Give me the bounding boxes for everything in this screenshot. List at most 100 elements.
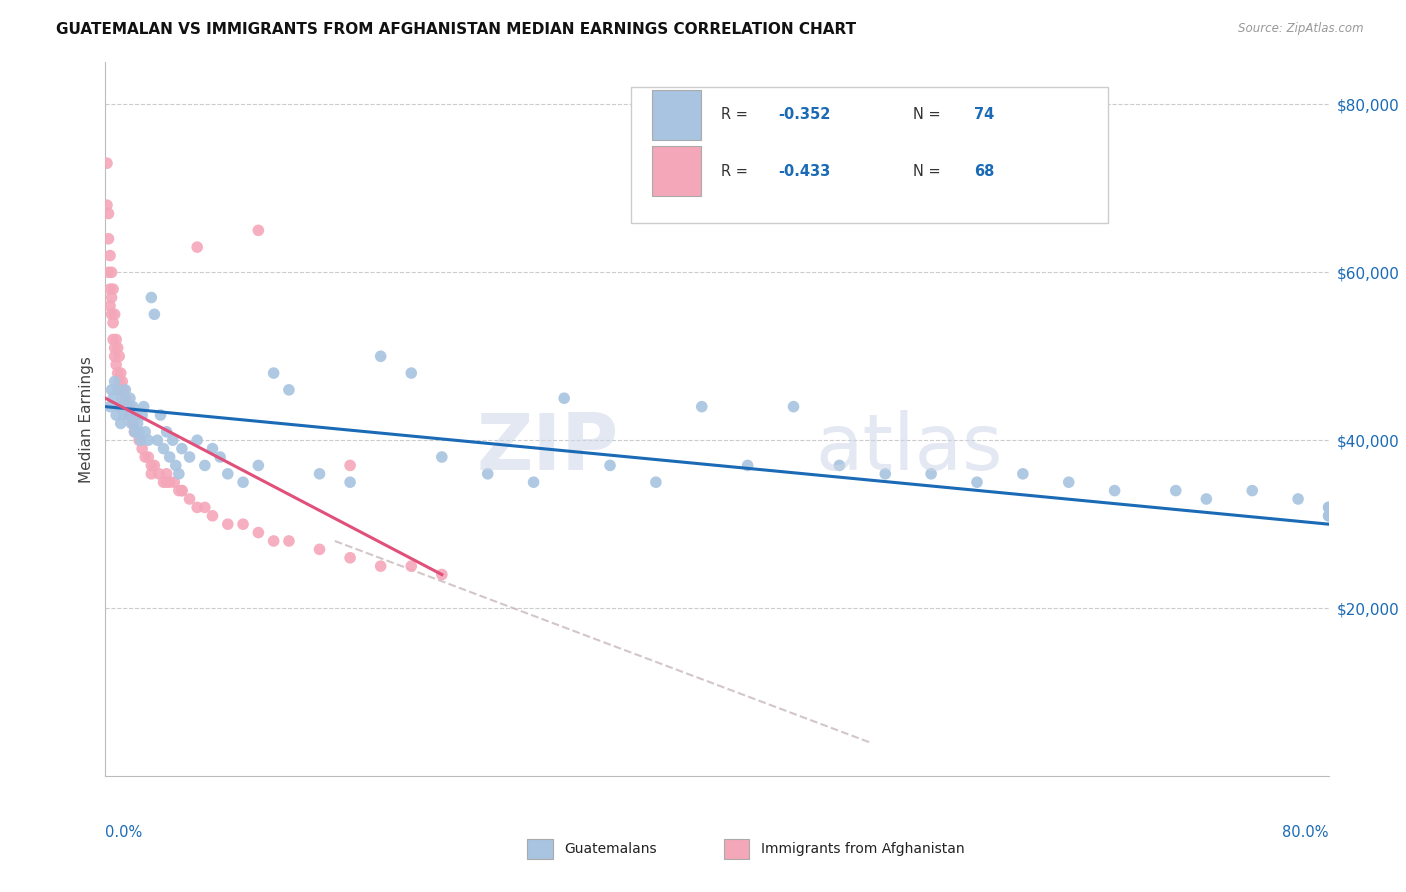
Point bbox=[152, 442, 174, 456]
Point bbox=[132, 400, 155, 414]
Point bbox=[1317, 500, 1340, 515]
Point bbox=[114, 391, 136, 405]
Point bbox=[201, 442, 224, 456]
Point bbox=[100, 307, 122, 321]
Point bbox=[134, 425, 156, 439]
Point bbox=[170, 483, 193, 498]
Bar bbox=[652, 90, 702, 140]
Point bbox=[217, 467, 239, 481]
Text: GUATEMALAN VS IMMIGRANTS FROM AFGHANISTAN MEDIAN EARNINGS CORRELATION CHART: GUATEMALAN VS IMMIGRANTS FROM AFGHANISTA… bbox=[56, 22, 856, 37]
Point bbox=[134, 450, 156, 464]
Point bbox=[477, 467, 499, 481]
Point bbox=[117, 408, 139, 422]
Point bbox=[263, 533, 285, 548]
Point bbox=[122, 400, 145, 414]
Point bbox=[553, 391, 575, 405]
Point bbox=[131, 408, 153, 422]
Point bbox=[170, 483, 193, 498]
Text: 0.0%: 0.0% bbox=[105, 825, 142, 840]
Point bbox=[143, 307, 166, 321]
Point bbox=[122, 417, 145, 431]
Point bbox=[124, 425, 146, 439]
Point bbox=[96, 156, 118, 170]
Point bbox=[339, 550, 361, 565]
Point bbox=[136, 434, 159, 448]
Point bbox=[105, 333, 128, 347]
Point bbox=[97, 265, 120, 279]
Point bbox=[111, 375, 134, 389]
Point bbox=[152, 475, 174, 490]
Point bbox=[118, 391, 141, 405]
Point bbox=[370, 349, 392, 363]
Point bbox=[644, 475, 666, 490]
Point bbox=[401, 559, 423, 574]
Point bbox=[690, 400, 713, 414]
Point bbox=[170, 442, 193, 456]
Point bbox=[128, 425, 150, 439]
Point bbox=[155, 425, 177, 439]
Point bbox=[141, 467, 163, 481]
Point bbox=[120, 417, 142, 431]
Point bbox=[401, 366, 423, 380]
Point bbox=[120, 408, 142, 422]
Point bbox=[141, 458, 163, 473]
Point bbox=[124, 425, 146, 439]
Point bbox=[186, 434, 208, 448]
Point bbox=[430, 450, 453, 464]
Point bbox=[263, 366, 285, 380]
Point bbox=[186, 500, 208, 515]
Point bbox=[163, 475, 186, 490]
Point bbox=[179, 491, 201, 506]
Point bbox=[1286, 491, 1309, 506]
Point bbox=[278, 533, 301, 548]
Point bbox=[107, 341, 129, 355]
Point bbox=[1317, 508, 1340, 523]
Point bbox=[247, 525, 270, 540]
Point bbox=[98, 282, 121, 296]
Point bbox=[117, 408, 139, 422]
Point bbox=[1104, 483, 1126, 498]
Text: -0.352: -0.352 bbox=[779, 107, 831, 122]
Point bbox=[143, 458, 166, 473]
Point bbox=[308, 467, 330, 481]
Text: R =: R = bbox=[721, 164, 752, 178]
Text: ZIP: ZIP bbox=[477, 409, 619, 486]
Point bbox=[100, 291, 122, 305]
Text: R =: R = bbox=[721, 107, 752, 122]
Point bbox=[430, 567, 453, 582]
Point bbox=[1195, 491, 1218, 506]
Point bbox=[98, 400, 121, 414]
Point bbox=[105, 408, 128, 422]
Point bbox=[1164, 483, 1187, 498]
Text: -0.433: -0.433 bbox=[779, 164, 831, 178]
Point bbox=[159, 475, 181, 490]
Point bbox=[148, 467, 170, 481]
Point bbox=[966, 475, 988, 490]
Point bbox=[112, 408, 135, 422]
Point bbox=[128, 434, 150, 448]
Point bbox=[108, 375, 131, 389]
Point bbox=[146, 434, 169, 448]
Point bbox=[1317, 508, 1340, 523]
Point bbox=[278, 383, 301, 397]
Point bbox=[875, 467, 897, 481]
Point bbox=[125, 425, 148, 439]
Point bbox=[194, 500, 217, 515]
Point bbox=[110, 366, 132, 380]
Point bbox=[101, 316, 124, 330]
Point bbox=[155, 475, 177, 490]
Point bbox=[100, 265, 122, 279]
Point bbox=[523, 475, 546, 490]
Point bbox=[209, 450, 232, 464]
Point bbox=[104, 341, 127, 355]
Point bbox=[112, 383, 135, 397]
Point bbox=[110, 417, 132, 431]
Point bbox=[129, 434, 152, 448]
Point bbox=[339, 458, 361, 473]
Point bbox=[127, 417, 149, 431]
Point bbox=[179, 450, 201, 464]
Point bbox=[96, 198, 118, 212]
Point bbox=[339, 475, 361, 490]
Point bbox=[1011, 467, 1033, 481]
Text: 68: 68 bbox=[974, 164, 994, 178]
